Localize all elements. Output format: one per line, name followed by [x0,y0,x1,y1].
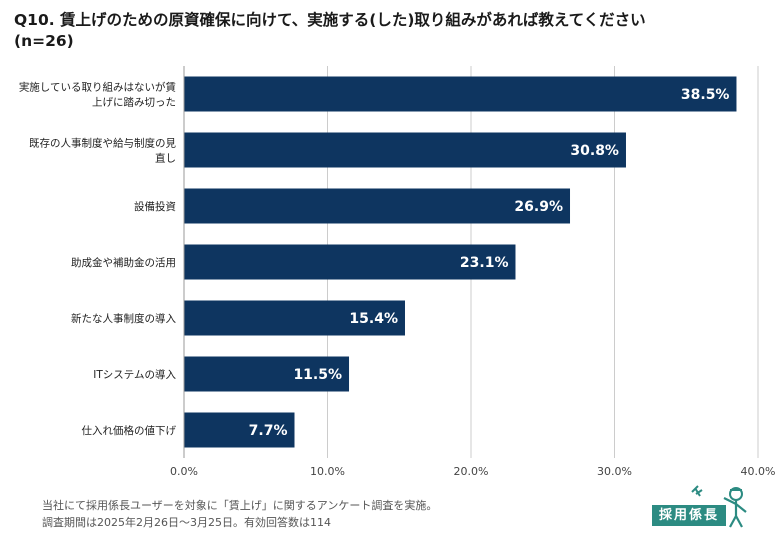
category-label: 実施している取り組みはないが賃 [19,81,176,94]
bar-chart: 0.0% 10.0% 20.0% 30.0% 40.0% 38.5% 実施している取り組みは… [19,66,776,478]
x-tick-label: 30.0% [597,465,632,478]
bar [184,188,571,224]
bar-value-label: 26.9% [514,199,563,215]
bar [184,300,405,336]
category-label: 設備投資 [134,200,176,213]
bar-value-label: 7.7% [249,423,288,439]
bar [184,76,737,112]
bar [184,356,350,392]
chart-title: Q10. 賃上げのための原資確保に向けて、実施する(した)取り組みがあれば教えて… [14,10,764,52]
footnote-line2: 調査期間は2025年2月26日〜3月25日。有効回答数は114 [42,516,331,529]
x-tick-label: 0.0% [170,465,198,478]
bar-value-label: 11.5% [293,367,342,383]
x-tick-label: 10.0% [310,465,345,478]
x-tick-label: 20.0% [454,465,489,478]
x-tick-label: 40.0% [741,465,776,478]
company-logo: 採用係長 [652,484,754,528]
category-label: 仕入れ価格の値下げ [82,424,177,437]
footnote-line1: 当社にて採用係長ユーザーを対象に「賃上げ」に関するアンケート調査を実施。 [42,499,438,512]
bar-value-label: 30.8% [570,143,619,159]
bar-value-label: 23.1% [460,255,509,271]
category-label: 既存の人事制度や給与制度の見 [29,137,176,150]
footnote: 当社にて採用係長ユーザーを対象に「賃上げ」に関するアンケート調査を実施。 調査期… [42,497,437,531]
bar-value-label: 15.4% [349,311,398,327]
category-label: 助成金や補助金の活用 [71,256,176,269]
chart-title-line1: Q10. 賃上げのための原資確保に向けて、実施する(した)取り組みがあれば教えて… [14,11,646,29]
category-label: 新たな人事制度の導入 [71,312,176,325]
mascot-icon [691,485,747,528]
category-label: 上げに踏み切った [92,96,176,109]
bar-value-label: 38.5% [681,87,730,103]
logo-text: 採用係長 [652,505,726,526]
chart-title-line2: (n=26) [14,32,74,50]
bar [184,132,626,168]
category-label: ITシステムの導入 [93,368,176,381]
bar [184,412,295,448]
category-label: 直し [155,152,176,165]
bar [184,244,516,280]
